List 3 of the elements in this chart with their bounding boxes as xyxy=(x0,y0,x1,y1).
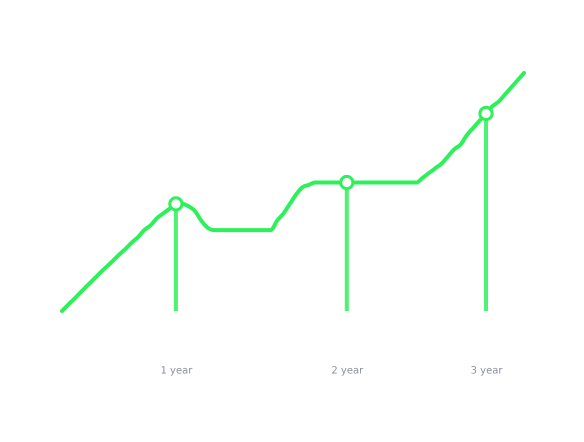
x-tick-label: 1 year xyxy=(160,366,194,376)
x-tick-label: 3 year xyxy=(470,366,504,376)
x-tick-label: 2 year xyxy=(331,366,364,376)
